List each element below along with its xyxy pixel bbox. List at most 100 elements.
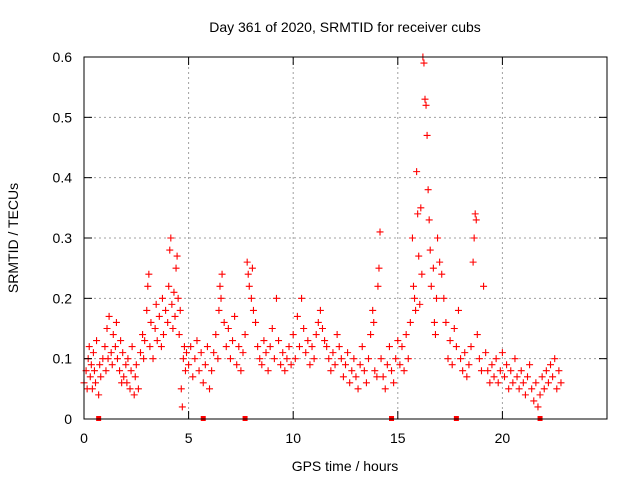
data-point [302, 349, 310, 357]
data-point [555, 367, 563, 375]
data-point [505, 385, 513, 393]
data-point [97, 373, 105, 381]
data-point [542, 367, 550, 375]
y-tick-label: 0.3 [53, 230, 73, 246]
data-point [557, 379, 565, 387]
data-point [417, 204, 425, 212]
data-point [329, 349, 337, 357]
data-point [381, 385, 389, 393]
data-point [258, 361, 266, 369]
data-point [168, 300, 176, 308]
data-point [164, 318, 172, 326]
data-point [346, 379, 354, 387]
data-point [176, 306, 184, 314]
data-point [108, 361, 116, 369]
data-point [400, 367, 408, 375]
data-point [127, 367, 135, 375]
data-point [93, 337, 101, 345]
data-point [511, 355, 519, 363]
data-point [241, 331, 249, 339]
data-point [298, 294, 306, 302]
y-tick-label: 0.1 [53, 351, 73, 367]
data-point [519, 379, 527, 387]
data-point [509, 379, 517, 387]
data-point [536, 391, 544, 399]
data-point [151, 325, 159, 332]
data-point [141, 337, 149, 345]
data-point [323, 343, 331, 351]
data-point [369, 306, 377, 314]
data-point [420, 59, 428, 67]
data-point [427, 282, 435, 290]
data-point [442, 318, 450, 326]
data-point [173, 252, 181, 260]
data-point [215, 306, 223, 314]
data-point [452, 343, 460, 351]
data-point [285, 343, 293, 351]
data-point [498, 349, 506, 357]
data-point [89, 349, 97, 357]
data-point [429, 264, 437, 272]
data-point [159, 331, 167, 339]
data-point [333, 331, 341, 339]
data-point [500, 373, 508, 381]
data-point [272, 294, 280, 302]
data-point [375, 264, 383, 272]
data-point [112, 318, 120, 326]
data-point [206, 385, 214, 393]
data-point [222, 343, 230, 351]
data-point [120, 373, 128, 381]
x-tick-label: 15 [390, 430, 406, 446]
data-point [424, 186, 432, 194]
data-point [534, 403, 542, 411]
data-point [295, 343, 303, 351]
data-point [540, 385, 548, 393]
data-point [247, 294, 255, 302]
data-point [321, 337, 329, 345]
y-tick-label: 0.4 [53, 170, 73, 186]
data-point [170, 288, 178, 296]
data-point [217, 294, 225, 302]
data-point [507, 367, 515, 375]
data-point [105, 312, 113, 320]
data-point [86, 373, 94, 381]
data-point [354, 385, 362, 393]
data-point [394, 337, 402, 345]
data-point [210, 349, 218, 357]
data-point [423, 131, 431, 139]
data-point [220, 318, 228, 326]
data-point [145, 270, 153, 278]
data-point [172, 264, 180, 272]
data-point [130, 391, 138, 399]
data-point [471, 210, 479, 218]
data-point [492, 355, 500, 363]
data-point [111, 343, 119, 351]
data-point [237, 367, 245, 375]
data-point [166, 246, 174, 254]
data-point [289, 331, 297, 339]
data-point [149, 355, 157, 363]
data-point [515, 385, 523, 393]
data-point [413, 168, 421, 176]
data-point [185, 361, 193, 369]
data-point [214, 355, 222, 363]
data-point [383, 361, 391, 369]
data-point [281, 367, 289, 375]
data-point [517, 367, 525, 375]
data-point [139, 331, 147, 339]
data-point [376, 228, 384, 236]
data-point [180, 343, 188, 351]
data-point [183, 349, 191, 357]
data-point [126, 385, 134, 393]
data-point [191, 355, 199, 363]
data-point [178, 403, 186, 411]
data-point [459, 367, 467, 375]
data-point [107, 349, 115, 357]
data-point [414, 210, 422, 218]
y-axis-label: SRMTID / TECUs [5, 183, 21, 293]
data-point [494, 379, 502, 387]
data-point [488, 361, 496, 369]
data-point [233, 361, 241, 369]
data-point [171, 312, 179, 320]
data-point [356, 361, 364, 369]
